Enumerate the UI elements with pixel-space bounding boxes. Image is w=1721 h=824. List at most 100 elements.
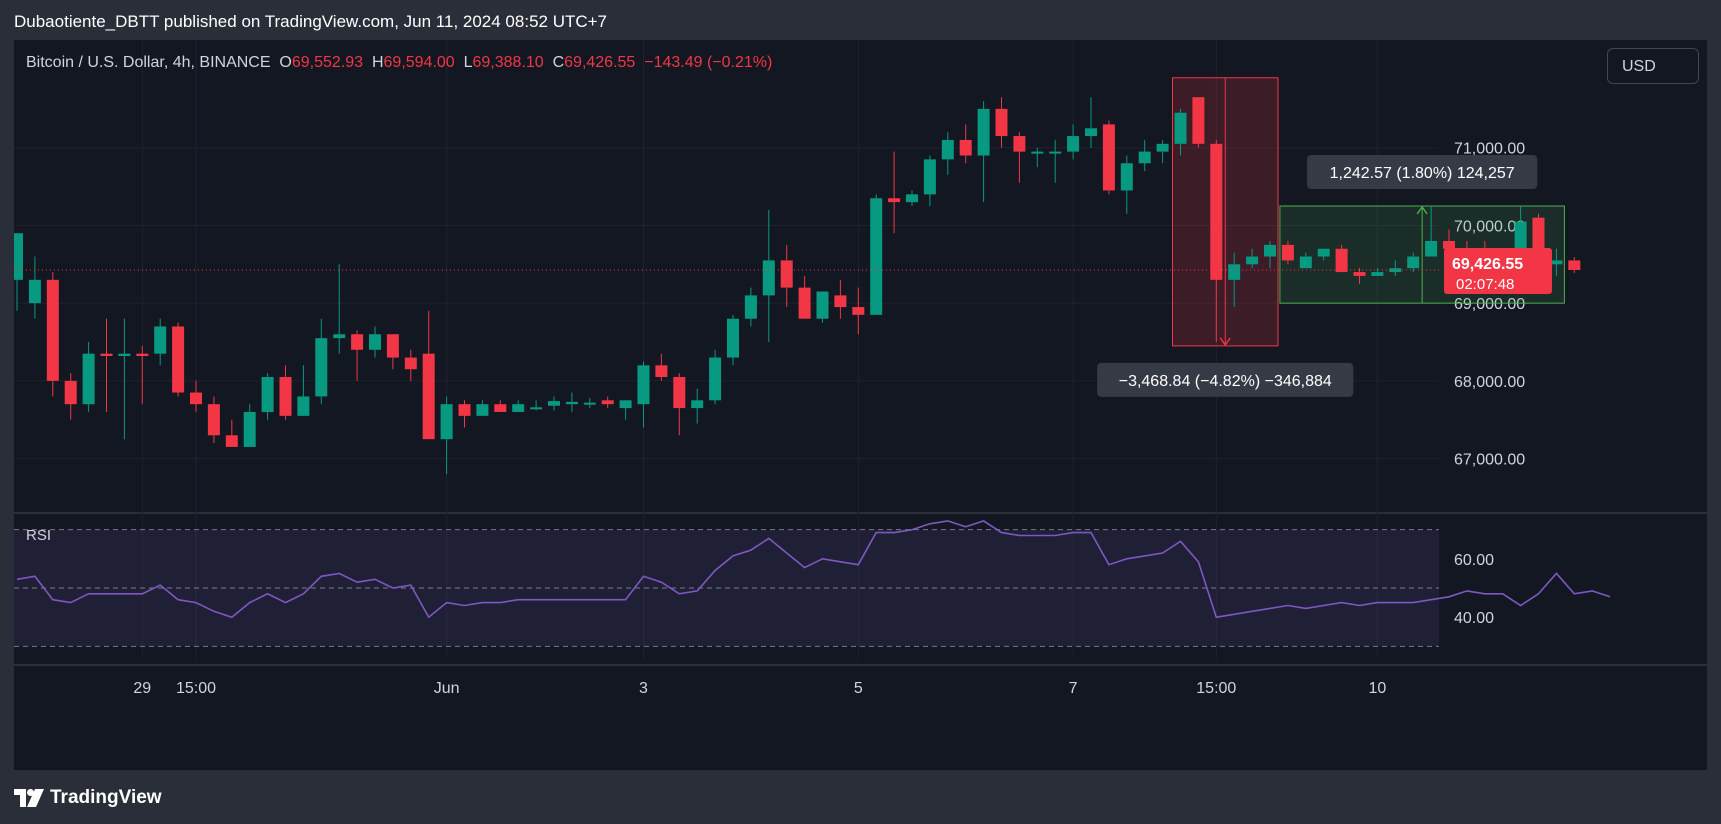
candle-body <box>1174 112 1187 144</box>
high-value: 69,594.00 <box>383 54 455 71</box>
publisher-header: Dubaotiente_DBTT published on TradingVie… <box>14 12 608 31</box>
candle-body <box>762 260 775 296</box>
candle-body <box>673 376 686 409</box>
x-tick-label: 3 <box>639 680 648 697</box>
candle-body <box>422 353 435 440</box>
candle-body <box>386 334 399 358</box>
current-price-label: 69,426.55 02:07:48 <box>1444 248 1552 295</box>
candle-body <box>512 404 525 412</box>
close-value: 69,426.55 <box>564 54 636 71</box>
x-tick-label: Jun <box>434 680 460 697</box>
candle-body <box>172 326 185 393</box>
tradingview-branding[interactable]: TradingView <box>14 785 162 811</box>
y-tick-label: 70,000.00 <box>1454 218 1525 235</box>
candle-body <box>118 353 131 357</box>
candle-body <box>798 287 811 319</box>
candle-body <box>530 407 543 410</box>
measure-label-text: 1,242.57 (1.80%) 124,257 <box>1330 165 1515 182</box>
candle-body <box>14 233 23 280</box>
rsi-line <box>16 520 1611 619</box>
candle-body <box>834 295 847 308</box>
candle-body <box>816 291 829 319</box>
candle-body <box>1317 248 1330 257</box>
candle-body <box>315 338 328 397</box>
candle-body <box>888 198 901 203</box>
candle-body <box>1389 268 1402 273</box>
tradingview-logo-icon <box>14 789 44 807</box>
change-value: −143.49 (−0.21%) <box>644 54 773 71</box>
candle-body <box>1156 143 1169 152</box>
candle-body <box>852 307 865 315</box>
candle-body <box>243 411 256 447</box>
candle-body <box>1120 163 1133 191</box>
rsi-tick-label: 60.00 <box>1454 552 1494 569</box>
candle-body <box>207 404 220 436</box>
candle-body <box>154 326 167 354</box>
current-price-value: 69,426.55 <box>1452 256 1523 273</box>
candle-body <box>959 139 972 156</box>
candle-body <box>279 376 292 416</box>
x-tick-label: 5 <box>854 680 863 697</box>
x-tick-label: 15:00 <box>176 680 216 697</box>
candle-body <box>190 392 202 405</box>
open-label: O <box>279 54 292 71</box>
candle-body <box>1550 260 1563 265</box>
candle-body <box>64 380 77 405</box>
price-countdown: 02:07:48 <box>1456 276 1514 293</box>
symbol-name[interactable]: Bitcoin / U.S. Dollar, 4h, BINANCE <box>26 54 271 71</box>
candle-body <box>1031 151 1044 154</box>
candle-body <box>1085 128 1097 137</box>
candle-body <box>297 396 310 416</box>
candle-body <box>494 404 507 412</box>
currency-button[interactable]: USD <box>1607 48 1699 84</box>
rsi-title: RSI <box>26 527 51 544</box>
candle-body <box>100 353 113 357</box>
candle-body <box>870 198 883 315</box>
x-tick-label: 10 <box>1369 680 1387 697</box>
candle-body <box>46 279 59 381</box>
y-tick-label: 67,000.00 <box>1454 452 1525 469</box>
current-price-box <box>1444 248 1552 295</box>
candle-body <box>780 260 793 288</box>
candle-body <box>923 159 936 195</box>
close-label: C <box>552 54 565 71</box>
candle-body <box>619 400 632 409</box>
open-value: 69,552.93 <box>291 54 364 71</box>
candle-body <box>1299 256 1312 269</box>
candle-body <box>1568 260 1581 271</box>
candle-body <box>637 365 650 405</box>
candle-body <box>691 400 704 409</box>
candle-body <box>440 404 453 440</box>
candle-body <box>28 279 41 304</box>
measure-label-up: 1,242.57 (1.80%) 124,257 <box>1306 155 1538 190</box>
candle-body <box>225 435 238 447</box>
candle-body <box>1407 256 1420 269</box>
rsi-tick-label: 40.00 <box>1454 610 1494 627</box>
candle-body <box>1013 136 1026 152</box>
candle-body <box>136 353 149 357</box>
candle-body <box>709 357 722 401</box>
candle-body <box>548 401 560 406</box>
candle-body <box>977 108 990 156</box>
candle-body <box>1210 143 1223 280</box>
candle-body <box>1138 151 1151 164</box>
chart-svg[interactable]: 29 15:00 Jun 3 5 7 15:00 10 67,000.00 68,000.00 69… <box>14 40 1707 770</box>
candle-body <box>1246 256 1259 265</box>
measure-label-box <box>1306 155 1538 190</box>
y-tick-label: 68,000.00 <box>1454 374 1525 391</box>
candle-body <box>727 318 739 358</box>
measure-label-box <box>1097 362 1354 397</box>
measure-arrow-head <box>1416 205 1428 215</box>
candle-body <box>351 334 364 350</box>
candle-body <box>404 357 417 370</box>
candle-body <box>941 139 954 160</box>
measure-label-down: −3,468.84 (−4.82%) −346,884 <box>1097 362 1354 397</box>
measure-label-text: −3,468.84 (−4.82%) −346,884 <box>1119 373 1332 390</box>
low-value: 69,388.10 <box>472 54 544 71</box>
y-tick-label: 69,000.00 <box>1454 296 1525 313</box>
candle-body <box>583 402 596 405</box>
candle-body <box>995 108 1008 137</box>
chart-area[interactable]: 29 15:00 Jun 3 5 7 15:00 10 67,000.00 68,000.00 69… <box>14 40 1707 770</box>
candle-body <box>565 401 578 405</box>
candle-body <box>744 295 757 319</box>
